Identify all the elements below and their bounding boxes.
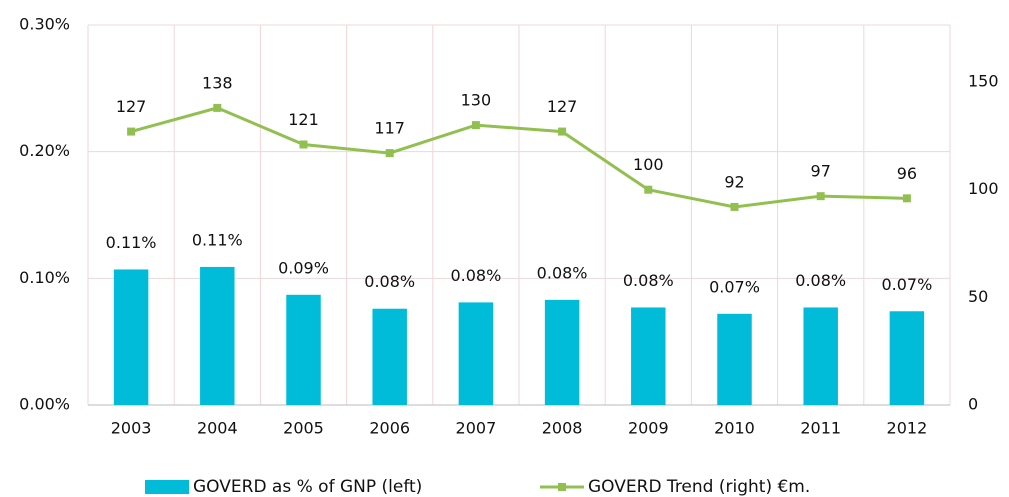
line-marker <box>213 103 222 112</box>
bar <box>717 313 752 405</box>
x-tick-label: 2005 <box>283 419 324 438</box>
y-tick-label: 0.00% <box>19 395 70 414</box>
line-marker <box>127 127 136 136</box>
bar <box>372 308 407 405</box>
y-tick-label: 0.30% <box>19 15 70 34</box>
bar-value-label: 0.08% <box>450 266 501 285</box>
line-marker <box>558 127 567 136</box>
y-tick-label: 0.10% <box>19 268 70 287</box>
bar <box>458 302 494 405</box>
bar <box>286 294 321 405</box>
x-tick-label: 2008 <box>542 419 583 438</box>
line-marker <box>299 140 308 149</box>
x-tick-label: 2006 <box>369 419 410 438</box>
line-value-label: 127 <box>116 97 147 116</box>
legend-label: GOVERD Trend (right) €m. <box>588 477 810 497</box>
x-tick-label: 2010 <box>714 419 755 438</box>
x-tick-label: 2009 <box>628 419 669 438</box>
bar-value-label: 0.08% <box>364 272 415 291</box>
line-marker <box>816 192 825 201</box>
x-tick-label: 2007 <box>456 419 497 438</box>
bar <box>803 307 838 405</box>
y2-tick-label: 150 <box>968 72 999 91</box>
bar <box>113 269 149 405</box>
line-marker <box>902 194 911 203</box>
bar-value-label: 0.07% <box>881 275 932 294</box>
bar <box>889 311 925 405</box>
legend-swatch-marker <box>558 483 566 491</box>
line-marker <box>471 121 480 130</box>
bar <box>631 307 666 405</box>
y-tick-label: 0.20% <box>19 141 70 160</box>
line-value-label: 127 <box>547 97 578 116</box>
trend-line <box>130 106 907 209</box>
bar-value-label: 0.08% <box>795 271 846 290</box>
bar-value-label: 0.09% <box>278 258 329 277</box>
bar-value-label: 0.08% <box>537 263 588 282</box>
line-marker <box>730 202 739 211</box>
bar <box>200 266 235 405</box>
y2-tick-label: 100 <box>968 179 999 198</box>
line-value-label: 92 <box>724 172 744 191</box>
legend-label: GOVERD as % of GNP (left) <box>193 477 422 497</box>
legend-swatch <box>145 480 189 494</box>
line-value-label: 117 <box>374 119 405 138</box>
line-value-label: 96 <box>897 164 917 183</box>
x-tick-label: 2003 <box>111 419 152 438</box>
x-tick-label: 2011 <box>800 419 841 438</box>
line-value-label: 121 <box>288 110 319 129</box>
y2-tick-label: 50 <box>968 287 988 306</box>
bar-value-label: 0.08% <box>623 271 674 290</box>
line-value-label: 100 <box>633 155 664 174</box>
y2-tick-label: 0 <box>968 395 978 414</box>
bar-value-label: 0.11% <box>106 233 157 252</box>
line-value-label: 138 <box>202 73 233 92</box>
line-value-label: 97 <box>811 162 831 181</box>
bar-value-label: 0.07% <box>709 277 760 296</box>
x-tick-label: 2012 <box>887 419 928 438</box>
bar <box>544 299 580 405</box>
x-tick-label: 2004 <box>197 419 238 438</box>
line-marker <box>644 185 653 194</box>
bar-value-label: 0.11% <box>192 230 243 249</box>
line-marker <box>385 149 394 158</box>
line-value-label: 130 <box>461 91 492 110</box>
